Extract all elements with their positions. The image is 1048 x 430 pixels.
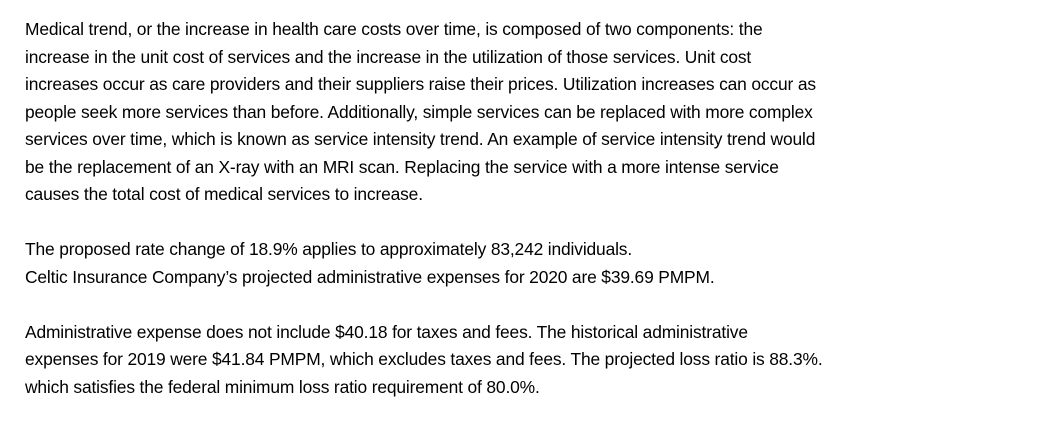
text-line: causes the total cost of medical service… xyxy=(25,184,423,204)
text-line: The proposed rate change of 18.9% applie… xyxy=(25,239,633,259)
text-line: increases occur as care providers and th… xyxy=(25,74,816,94)
text-line: increase in the unit cost of services an… xyxy=(25,46,752,67)
paragraph-medical-trend: Medical trend, or the increase in health… xyxy=(25,16,823,209)
text-line: Medical trend, or the increase in health… xyxy=(25,19,763,39)
text-line: people seek more services than before. A… xyxy=(25,101,813,122)
text-line: be the replacement of an X-ray with an M… xyxy=(25,156,779,177)
document-body: Medical trend, or the increase in health… xyxy=(25,16,823,429)
text-line: services over time, which is known as se… xyxy=(25,129,816,149)
text-line: Administrative expense does not include … xyxy=(25,321,748,342)
paragraph-admin-expense: Administrative expense does not include … xyxy=(25,319,823,402)
text-line: which satisfies the federal minimum loss… xyxy=(25,376,540,397)
paragraph-rate-change: The proposed rate change of 18.9% applie… xyxy=(25,236,823,291)
text-line: expenses for 2019 were $41.84 PMPM, whic… xyxy=(25,349,823,369)
text-line: Celtic Insurance Company’s projected adm… xyxy=(25,266,715,287)
